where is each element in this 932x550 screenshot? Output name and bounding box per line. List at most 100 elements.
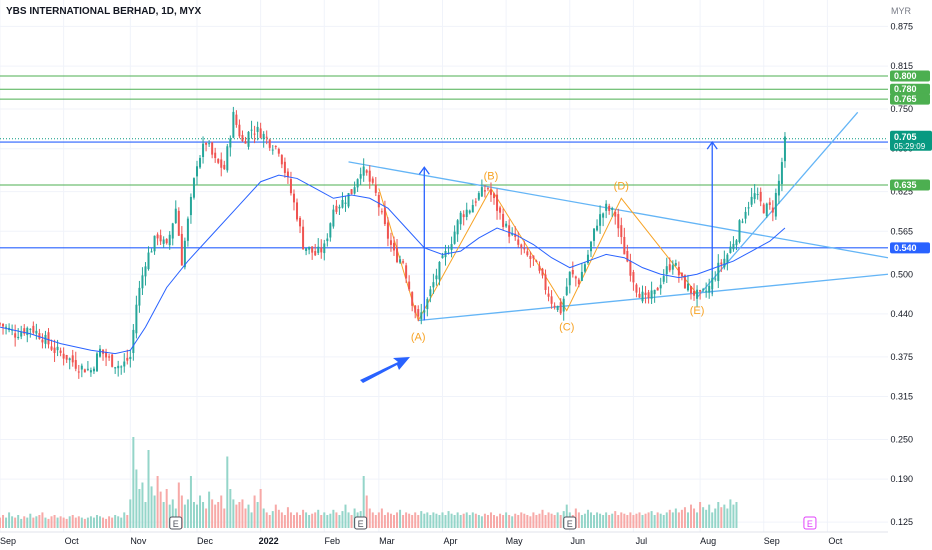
volume-bar — [559, 515, 562, 528]
candle-body — [723, 258, 726, 268]
volume-bar — [714, 508, 717, 528]
candle-body — [105, 351, 108, 358]
candle-body — [496, 194, 499, 211]
candle-body — [641, 291, 644, 302]
volume-bar — [211, 499, 214, 528]
volume-bar — [683, 507, 686, 528]
price-axis[interactable]: 0.8750.8150.7500.6900.6250.5650.5000.440… — [890, 21, 932, 527]
svg-text:0.765: 0.765 — [894, 94, 917, 104]
candle-body — [696, 289, 699, 299]
volume-bar — [23, 516, 26, 528]
candle-body — [417, 309, 420, 317]
volume-bar — [156, 476, 159, 528]
candle-body — [577, 279, 580, 285]
candle-body — [411, 292, 414, 306]
svg-text:0.780: 0.780 — [894, 84, 917, 94]
candle-body — [777, 180, 780, 196]
volume-bar — [608, 515, 611, 528]
volume-bar — [465, 512, 468, 528]
candle-body — [17, 336, 20, 339]
candle-body — [47, 332, 50, 345]
volume-bar — [420, 511, 423, 528]
volume-bar — [659, 513, 662, 528]
candle-body — [599, 214, 602, 226]
volume-bar — [320, 515, 323, 528]
volume-bar — [292, 515, 295, 528]
volume-bar — [20, 518, 23, 528]
volume-bar — [641, 515, 644, 528]
volume-bar — [447, 511, 450, 528]
candle-body — [462, 214, 465, 218]
volume-bar — [426, 512, 429, 528]
volume-bar — [189, 476, 192, 528]
time-axis[interactable]: Sep Oct Nov Dec 2022 Feb Mar Apr May Jun Jul Aug Sep… — [0, 531, 888, 546]
volume-bar — [326, 515, 329, 528]
volume-bar — [411, 515, 414, 528]
candle-body — [374, 184, 377, 193]
volume-bar — [392, 515, 395, 528]
volume-bar — [377, 512, 380, 528]
volume-bar — [432, 512, 435, 528]
volume-bar — [550, 513, 553, 528]
candle-body — [20, 332, 23, 337]
volume-bar — [150, 486, 153, 528]
candle-body — [683, 275, 686, 289]
candle-body — [195, 166, 198, 177]
candle-body — [532, 255, 535, 259]
candle-body — [53, 347, 56, 353]
candle-body — [565, 286, 568, 295]
candle-body — [208, 143, 211, 145]
candle-body — [162, 239, 165, 244]
volume-bar — [414, 512, 417, 528]
volume-bar — [241, 499, 244, 528]
candle-body — [362, 166, 365, 176]
candle-body — [550, 296, 553, 304]
candle-body — [547, 293, 550, 297]
volume-bar — [129, 499, 132, 528]
volume-bar — [680, 509, 683, 528]
candle-body — [323, 243, 326, 254]
volume-bar — [614, 511, 617, 528]
volume-bar — [205, 508, 208, 528]
candle-body — [541, 268, 544, 276]
volume-bar — [153, 495, 156, 528]
candle-body — [156, 234, 159, 239]
volume-bar — [256, 502, 259, 528]
volume-bar — [553, 515, 556, 528]
volume-bar — [556, 512, 559, 528]
candle-body — [405, 265, 408, 279]
svg-text:0.635: 0.635 — [894, 180, 917, 190]
candle-body — [538, 265, 541, 271]
volume-bar — [365, 495, 368, 528]
volume-bar — [208, 491, 211, 528]
candle-body — [14, 333, 17, 338]
candle-body — [435, 275, 438, 280]
candle-body — [708, 285, 711, 293]
candle-body — [747, 207, 750, 209]
volume-bar — [389, 513, 392, 528]
volume-bar — [214, 504, 217, 528]
candle-body — [686, 283, 689, 291]
candle-body — [150, 251, 153, 253]
volume-bar — [611, 513, 614, 528]
candle-body — [299, 217, 302, 227]
candle-body — [365, 170, 368, 173]
candle-body — [383, 207, 386, 225]
x-tick-label: Jul — [636, 536, 648, 546]
candle-body — [423, 310, 426, 313]
candle-body — [662, 276, 665, 282]
volume-bar — [438, 515, 441, 528]
y-tick-label: 0.815 — [890, 61, 913, 71]
volume-bar — [535, 515, 538, 528]
y-tick-label: 0.190 — [890, 474, 913, 484]
candle-body — [147, 252, 150, 270]
candle-body — [308, 246, 311, 250]
volume-bar — [344, 504, 347, 528]
candle-body — [741, 221, 744, 223]
volume-bar — [317, 509, 320, 528]
volume-bar — [329, 513, 332, 528]
volume-bar — [268, 515, 271, 528]
volume-bar — [589, 512, 592, 528]
volume-bar — [456, 512, 459, 528]
